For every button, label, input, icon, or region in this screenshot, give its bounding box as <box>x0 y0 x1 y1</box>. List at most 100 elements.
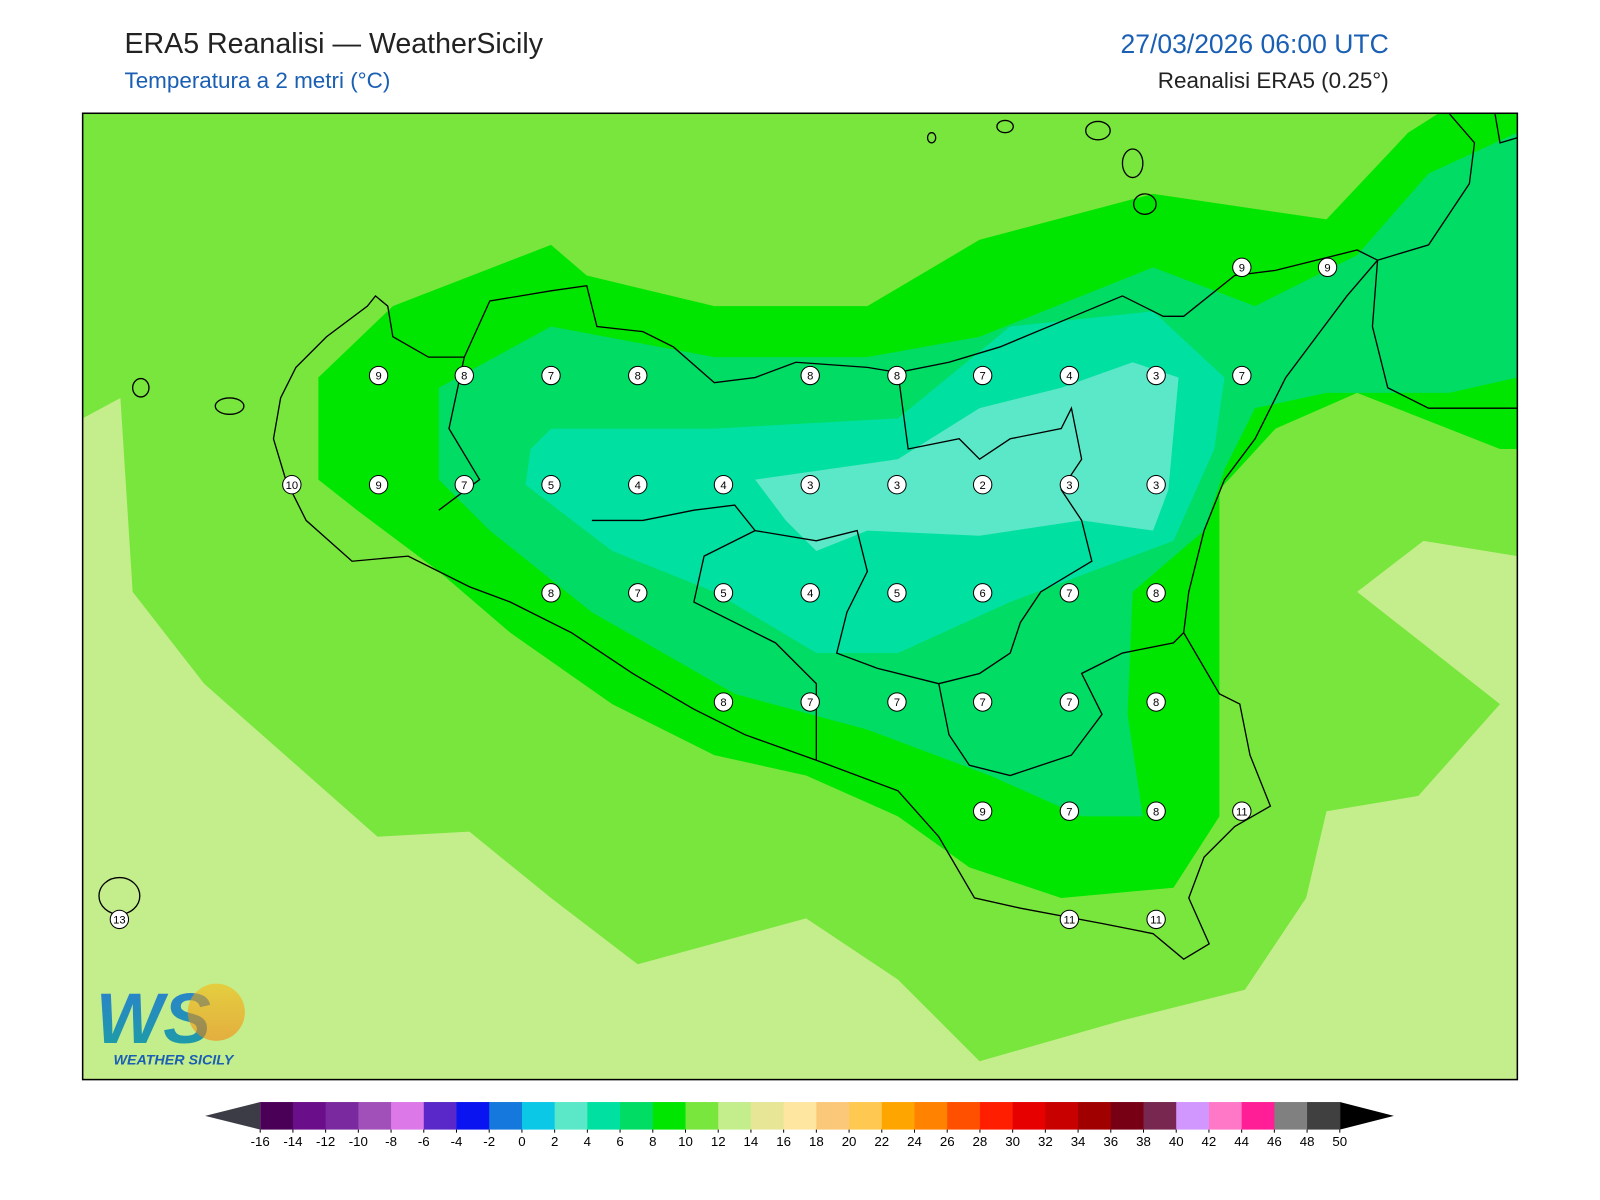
island <box>131 377 150 398</box>
colorbar-bin <box>881 1102 916 1130</box>
station-marker <box>972 583 993 603</box>
station-marker <box>713 583 734 603</box>
colorbar-bin <box>554 1102 588 1130</box>
colorbar-bin <box>1176 1102 1210 1130</box>
station-marker <box>713 475 734 495</box>
colorbar-bin <box>521 1102 556 1130</box>
station-value: 3 <box>807 480 813 492</box>
station-value: 8 <box>548 588 554 600</box>
colorbar-bin <box>979 1102 1014 1130</box>
station-marker <box>1059 692 1080 712</box>
colorbar-bin <box>652 1102 687 1130</box>
station-marker <box>541 365 561 386</box>
station-marker <box>628 365 648 386</box>
station-value: 4 <box>720 480 726 492</box>
station-marker <box>1059 909 1080 930</box>
colorbar-tick-label: -2 <box>483 1134 495 1149</box>
station-marker <box>800 365 820 386</box>
colorbar-bin <box>260 1102 294 1130</box>
station-value: 7 <box>635 588 641 600</box>
station-value: 3 <box>1153 371 1159 383</box>
colorbar-bin <box>816 1102 850 1130</box>
station-marker <box>1232 257 1252 278</box>
colorbar-tick-label: 34 <box>1071 1134 1086 1149</box>
station-marker <box>887 475 907 495</box>
station-value: 9 <box>1239 262 1245 274</box>
station-value: 10 <box>286 480 298 492</box>
station-value: 6 <box>980 588 986 600</box>
station-marker <box>1146 801 1166 821</box>
colorbar-tick-label: 38 <box>1136 1134 1151 1149</box>
station-marker <box>1146 909 1166 930</box>
station-value: 8 <box>1153 697 1159 709</box>
colorbar-tick-label: 4 <box>584 1134 591 1149</box>
colorbar-tick-label: 22 <box>874 1134 889 1149</box>
colorbar-bin <box>947 1102 981 1130</box>
station-value: 8 <box>1153 588 1159 600</box>
station-value: 9 <box>375 480 381 492</box>
station-marker <box>972 801 993 821</box>
colorbar-tick-label: 28 <box>973 1134 988 1149</box>
island <box>214 397 245 415</box>
colorbar-bin <box>456 1102 490 1130</box>
island <box>1133 193 1157 215</box>
station-marker <box>1059 475 1080 495</box>
colorbar-tick-label: -6 <box>418 1134 430 1149</box>
logo-text: WEATHER SICILY <box>114 1052 235 1068</box>
station-value: 4 <box>1066 371 1072 383</box>
colorbar-tick-label: -14 <box>283 1134 302 1149</box>
station-value: 7 <box>1066 588 1072 600</box>
station-marker <box>282 475 302 495</box>
province-border <box>897 372 1185 777</box>
station-value: 7 <box>1066 697 1072 709</box>
title: ERA5 Reanalisi — WeatherSicily <box>124 28 543 60</box>
station-marker <box>887 692 907 712</box>
contour-2 <box>755 362 1179 552</box>
station-value: 13 <box>113 914 125 926</box>
subtitle: Temperatura a 2 metri (°C) <box>124 68 390 93</box>
colorbar-bin <box>1143 1102 1177 1130</box>
station-value: 7 <box>807 697 813 709</box>
station-value: 7 <box>1066 806 1072 818</box>
temperature-field: 9 9 9 8 7 8 8 8 7 4 3 7 10 9 7 5 4 4 3 3 2 3 3 8 7 5 4 5 6 7 8 8 7 7 7 7 8 9 7… <box>82 113 1518 1080</box>
colorbar-tick-label: -8 <box>385 1134 397 1149</box>
colorbar-tick-label: 12 <box>711 1134 726 1149</box>
colorbar-bin <box>1045 1102 1079 1130</box>
station-value: 3 <box>894 480 900 492</box>
station-value: 4 <box>635 480 641 492</box>
station-marker <box>628 583 648 603</box>
station-marker <box>368 475 389 495</box>
colorbar-bin <box>1274 1102 1308 1130</box>
station-marker <box>1146 475 1166 495</box>
colorbar: -16 -14 -12 -10 -8 -6 -4 -2 0 2 4 6 8 10 12 14 16 18 20 22 2… <box>205 1102 1394 1149</box>
station-value: 3 <box>1153 480 1159 492</box>
station-marker <box>1059 365 1080 386</box>
station-marker <box>368 365 389 386</box>
colorbar-bin <box>914 1102 948 1130</box>
station-value: 2 <box>980 480 986 492</box>
colorbar-bin <box>358 1102 392 1130</box>
colorbar-over <box>1339 1102 1394 1130</box>
map-frame <box>81 112 1519 1081</box>
station-value: 7 <box>894 697 900 709</box>
station-marker <box>1146 583 1166 603</box>
colorbar-bin <box>1110 1102 1145 1130</box>
colorbar-bin <box>1012 1102 1046 1130</box>
station-marker <box>1232 365 1252 386</box>
colorbar-tick-label: 10 <box>678 1134 693 1149</box>
colorbar-bin <box>489 1102 523 1130</box>
colorbar-tick-label: 36 <box>1103 1134 1118 1149</box>
colorbar-tick-label: 26 <box>940 1134 955 1149</box>
colorbar-bin <box>292 1102 327 1130</box>
colorbar-bin <box>391 1102 425 1130</box>
station-marker <box>1146 365 1166 386</box>
colorbar-under <box>205 1102 261 1130</box>
station-marker <box>1232 801 1252 821</box>
colorbar-bin <box>783 1102 817 1130</box>
island <box>1121 148 1144 179</box>
station-marker <box>800 692 820 712</box>
stations: 9 9 9 8 7 8 8 8 7 4 3 7 10 9 7 5 4 4 3 3 2 3 3 8 7 5 4 5 6 7 8 8 7 7 7 7 8 9 7… <box>109 257 1338 930</box>
station-value: 11 <box>1064 914 1076 926</box>
